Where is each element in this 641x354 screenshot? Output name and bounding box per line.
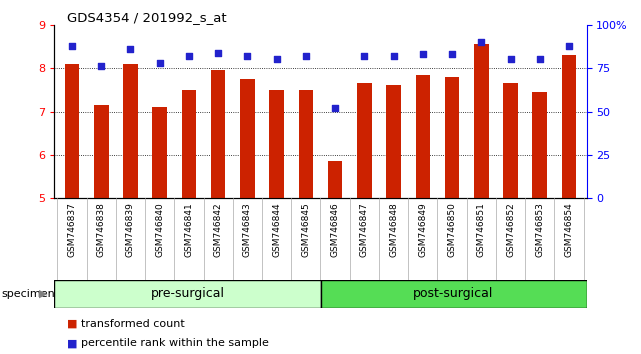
Text: GSM746853: GSM746853: [535, 202, 544, 257]
Point: [242, 53, 253, 59]
Bar: [415, 75, 430, 198]
Bar: [562, 55, 576, 198]
Point: [535, 57, 545, 62]
Bar: [211, 70, 226, 198]
Point: [301, 53, 311, 59]
Bar: [94, 105, 108, 198]
Bar: [65, 64, 79, 198]
Point: [418, 51, 428, 57]
Bar: [123, 64, 138, 198]
Text: GSM746840: GSM746840: [155, 202, 164, 257]
Bar: [357, 83, 372, 198]
Text: GSM746851: GSM746851: [477, 202, 486, 257]
Bar: [153, 107, 167, 198]
Point: [505, 57, 515, 62]
Text: ■: ■: [67, 319, 78, 329]
Text: specimen: specimen: [1, 289, 55, 299]
Point: [564, 43, 574, 48]
Bar: [503, 83, 518, 198]
Text: GSM746846: GSM746846: [331, 202, 340, 257]
Text: GSM746848: GSM746848: [389, 202, 398, 257]
Text: GSM746839: GSM746839: [126, 202, 135, 257]
Text: GSM746844: GSM746844: [272, 202, 281, 257]
Text: GSM746845: GSM746845: [301, 202, 310, 257]
Point: [126, 46, 136, 52]
Text: GSM746850: GSM746850: [447, 202, 456, 257]
Text: GSM746841: GSM746841: [185, 202, 194, 257]
Bar: [445, 77, 460, 198]
Bar: [269, 90, 284, 198]
Text: GDS4354 / 201992_s_at: GDS4354 / 201992_s_at: [67, 11, 227, 24]
Point: [96, 64, 106, 69]
Text: GSM746837: GSM746837: [67, 202, 76, 257]
Point: [184, 53, 194, 59]
Text: GSM746843: GSM746843: [243, 202, 252, 257]
Point: [213, 50, 223, 55]
Point: [359, 53, 369, 59]
Text: ■: ■: [67, 338, 78, 348]
Point: [476, 39, 487, 45]
Text: GSM746852: GSM746852: [506, 202, 515, 257]
Bar: [181, 90, 196, 198]
Point: [272, 57, 282, 62]
Text: transformed count: transformed count: [81, 319, 185, 329]
Bar: [474, 44, 488, 198]
Bar: [54, 280, 320, 308]
Point: [67, 43, 77, 48]
Bar: [299, 90, 313, 198]
Text: ▶: ▶: [38, 289, 47, 299]
Point: [447, 51, 457, 57]
Text: pre-surgical: pre-surgical: [151, 287, 224, 300]
Bar: [533, 92, 547, 198]
Point: [154, 60, 165, 66]
Bar: [328, 161, 342, 198]
Point: [330, 105, 340, 111]
Point: [388, 53, 399, 59]
Text: GSM746842: GSM746842: [213, 202, 222, 257]
Bar: [240, 79, 254, 198]
Text: GSM746838: GSM746838: [97, 202, 106, 257]
Text: GSM746847: GSM746847: [360, 202, 369, 257]
Text: post-surgical: post-surgical: [413, 287, 494, 300]
Bar: [387, 85, 401, 198]
Text: GSM746854: GSM746854: [565, 202, 574, 257]
Bar: [320, 280, 587, 308]
Text: GSM746849: GSM746849: [419, 202, 428, 257]
Text: percentile rank within the sample: percentile rank within the sample: [81, 338, 269, 348]
